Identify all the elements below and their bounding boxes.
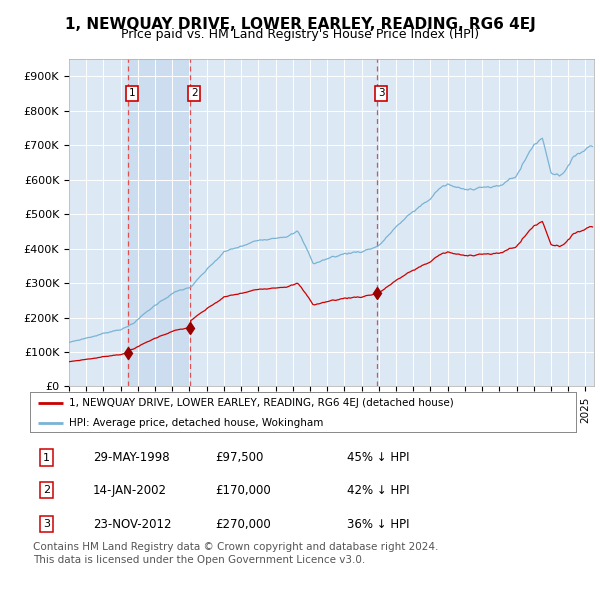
Text: 1: 1 (128, 88, 135, 99)
Text: £270,000: £270,000 (215, 517, 271, 530)
Text: 45% ↓ HPI: 45% ↓ HPI (347, 451, 409, 464)
Text: 23-NOV-2012: 23-NOV-2012 (93, 517, 171, 530)
Text: £97,500: £97,500 (215, 451, 264, 464)
Text: Contains HM Land Registry data © Crown copyright and database right 2024.
This d: Contains HM Land Registry data © Crown c… (33, 542, 439, 565)
Text: 14-JAN-2002: 14-JAN-2002 (93, 484, 167, 497)
Text: Price paid vs. HM Land Registry's House Price Index (HPI): Price paid vs. HM Land Registry's House … (121, 28, 479, 41)
Text: 36% ↓ HPI: 36% ↓ HPI (347, 517, 409, 530)
Text: 3: 3 (378, 88, 385, 99)
Text: 1: 1 (43, 453, 50, 463)
Text: 3: 3 (43, 519, 50, 529)
Text: 29-MAY-1998: 29-MAY-1998 (93, 451, 169, 464)
Text: 2: 2 (191, 88, 197, 99)
Text: 1, NEWQUAY DRIVE, LOWER EARLEY, READING, RG6 4EJ: 1, NEWQUAY DRIVE, LOWER EARLEY, READING,… (65, 17, 535, 31)
Text: 42% ↓ HPI: 42% ↓ HPI (347, 484, 409, 497)
Text: 1, NEWQUAY DRIVE, LOWER EARLEY, READING, RG6 4EJ (detached house): 1, NEWQUAY DRIVE, LOWER EARLEY, READING,… (70, 398, 454, 408)
Text: £170,000: £170,000 (215, 484, 271, 497)
Text: HPI: Average price, detached house, Wokingham: HPI: Average price, detached house, Woki… (70, 418, 323, 428)
Bar (128, 59, 190, 386)
Text: 2: 2 (43, 486, 50, 496)
